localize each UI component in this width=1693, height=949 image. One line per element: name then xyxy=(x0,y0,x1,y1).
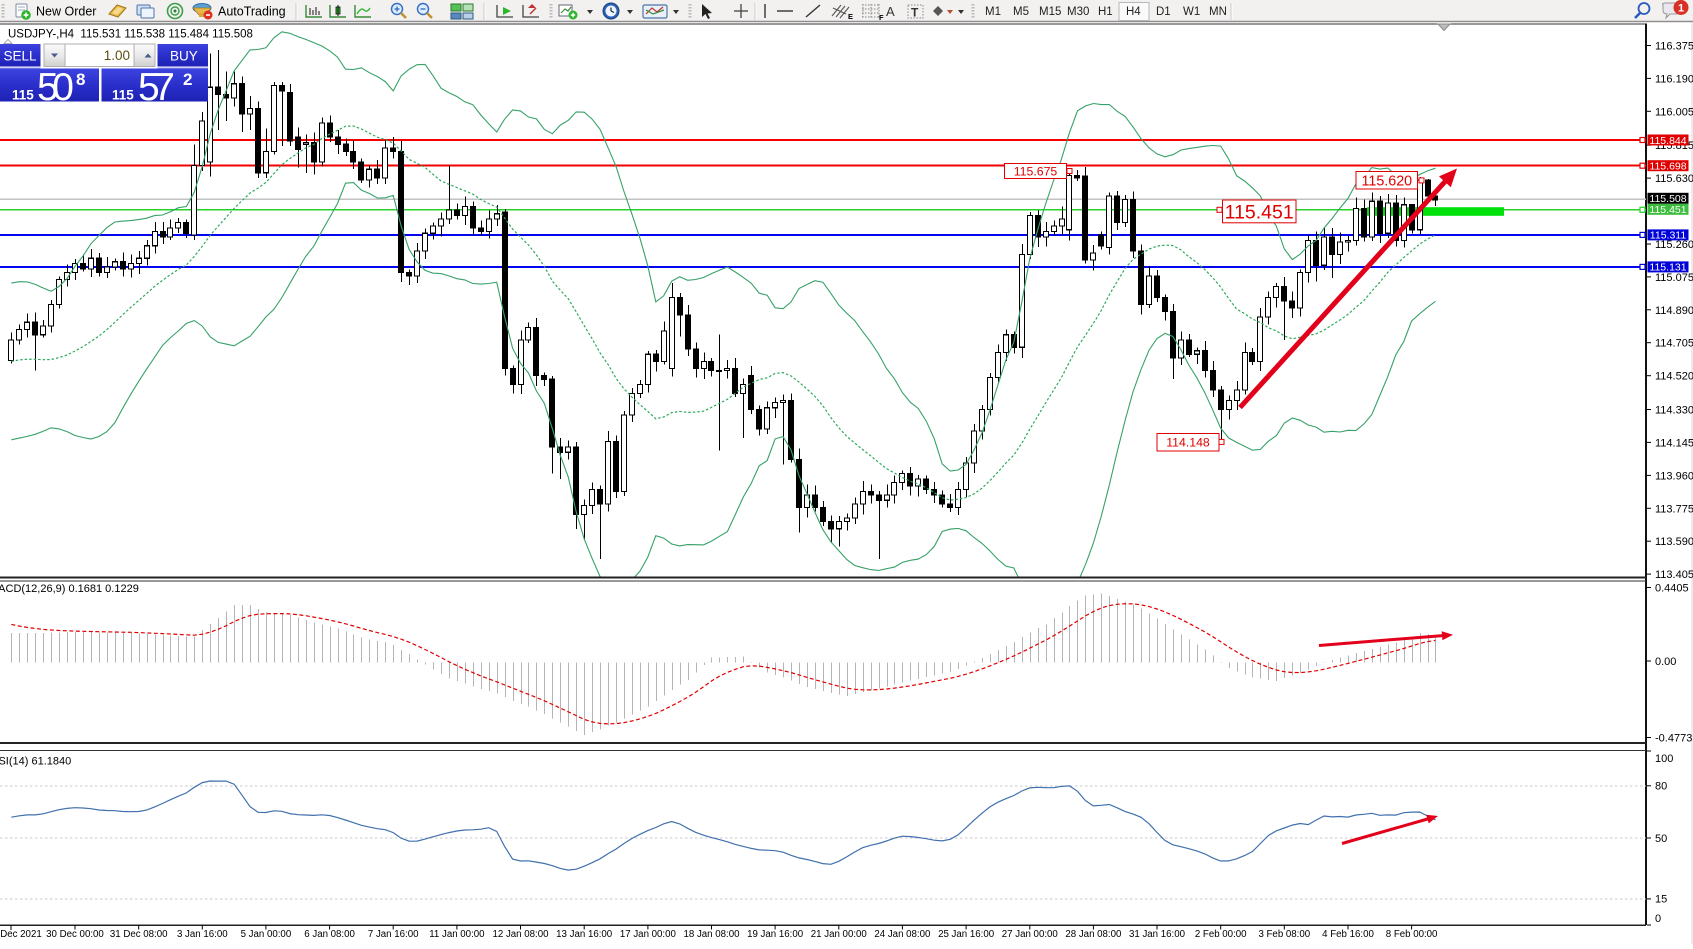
svg-text:100: 100 xyxy=(1655,753,1673,765)
svg-text:115.698: 115.698 xyxy=(1649,161,1686,173)
svg-text:50: 50 xyxy=(37,66,74,109)
svg-text:M1: M1 xyxy=(985,6,1001,18)
svg-text:116.190: 116.190 xyxy=(1655,73,1693,85)
svg-text:Dec 2021: Dec 2021 xyxy=(0,929,41,940)
svg-text:5 Jan 00:00: 5 Jan 00:00 xyxy=(241,929,292,940)
svg-text:114.890: 114.890 xyxy=(1655,305,1693,317)
svg-text:H4: H4 xyxy=(1126,6,1141,18)
svg-text:115.131: 115.131 xyxy=(1649,262,1686,274)
svg-text:1.00: 1.00 xyxy=(104,48,130,63)
svg-text:57: 57 xyxy=(138,66,175,109)
svg-text:19 Jan 16:00: 19 Jan 16:00 xyxy=(747,929,804,940)
svg-text:114.330: 114.330 xyxy=(1655,405,1693,417)
svg-text:113.590: 113.590 xyxy=(1655,536,1693,548)
svg-text:24 Jan 08:00: 24 Jan 08:00 xyxy=(874,929,931,940)
svg-text:F: F xyxy=(879,13,884,22)
svg-text:0.00: 0.00 xyxy=(1655,656,1676,668)
svg-text:15: 15 xyxy=(1655,894,1667,906)
svg-text:E: E xyxy=(848,12,853,21)
svg-text:115.451: 115.451 xyxy=(1225,201,1294,223)
svg-text:13 Jan 16:00: 13 Jan 16:00 xyxy=(556,929,613,940)
svg-text:115.675: 115.675 xyxy=(1014,164,1058,178)
svg-text:115.311: 115.311 xyxy=(1650,230,1687,242)
svg-text:RSI(14) 61.1840: RSI(14) 61.1840 xyxy=(0,756,71,768)
svg-text:BUY: BUY xyxy=(170,49,198,64)
svg-text:3 Jan 16:00: 3 Jan 16:00 xyxy=(177,929,228,940)
svg-text:7 Jan 16:00: 7 Jan 16:00 xyxy=(368,929,419,940)
svg-text:115: 115 xyxy=(112,88,134,103)
svg-text:USDJPY-,H4 115.531 115.538 11: USDJPY-,H4 115.531 115.538 115.484 115.5… xyxy=(8,29,253,41)
svg-text:115.844: 115.844 xyxy=(1649,135,1686,147)
svg-text:21 Jan 00:00: 21 Jan 00:00 xyxy=(811,929,868,940)
svg-text:SELL: SELL xyxy=(4,49,38,64)
svg-text:2: 2 xyxy=(183,70,192,89)
svg-text:115.075: 115.075 xyxy=(1655,272,1693,284)
svg-text:25 Jan 16:00: 25 Jan 16:00 xyxy=(938,929,995,940)
svg-text:114.520: 114.520 xyxy=(1655,371,1693,383)
svg-text:0: 0 xyxy=(1655,913,1661,925)
svg-text:T: T xyxy=(911,6,919,20)
svg-text:M15: M15 xyxy=(1039,6,1061,18)
svg-text:New Order: New Order xyxy=(36,5,96,19)
svg-text:113.775: 113.775 xyxy=(1655,503,1693,515)
svg-text:27 Jan 00:00: 27 Jan 00:00 xyxy=(1002,929,1059,940)
svg-text:12 Jan 08:00: 12 Jan 08:00 xyxy=(492,929,549,940)
svg-text:115.630: 115.630 xyxy=(1655,173,1693,185)
svg-text:30 Dec 00:00: 30 Dec 00:00 xyxy=(46,929,104,940)
svg-text:114.145: 114.145 xyxy=(1655,437,1693,449)
svg-text:50: 50 xyxy=(1655,833,1667,845)
svg-text:115.451: 115.451 xyxy=(1649,204,1686,216)
svg-text:6 Jan 08:00: 6 Jan 08:00 xyxy=(304,929,355,940)
svg-text:31 Jan 16:00: 31 Jan 16:00 xyxy=(1129,929,1186,940)
svg-text:80: 80 xyxy=(1655,781,1667,793)
svg-text:11 Jan 00:00: 11 Jan 00:00 xyxy=(429,929,485,940)
svg-text:MACD(12,26,9) 0.1681 0.1229: MACD(12,26,9) 0.1681 0.1229 xyxy=(0,583,139,595)
svg-text:114.705: 114.705 xyxy=(1655,338,1693,350)
svg-text:18 Jan 08:00: 18 Jan 08:00 xyxy=(683,929,740,940)
svg-text:MN: MN xyxy=(1209,6,1227,18)
svg-text:17 Jan 00:00: 17 Jan 00:00 xyxy=(620,929,677,940)
svg-text:113.960: 113.960 xyxy=(1655,470,1693,482)
svg-text:8: 8 xyxy=(76,70,85,89)
svg-text:116.005: 116.005 xyxy=(1655,106,1693,118)
svg-text:M5: M5 xyxy=(1013,6,1029,18)
svg-text:115.508: 115.508 xyxy=(1649,193,1686,205)
svg-text:2 Feb 00:00: 2 Feb 00:00 xyxy=(1195,929,1247,940)
svg-text:W1: W1 xyxy=(1183,6,1200,18)
svg-text:115.260: 115.260 xyxy=(1655,239,1693,251)
svg-text:8 Feb 00:00: 8 Feb 00:00 xyxy=(1386,929,1438,940)
svg-text:A: A xyxy=(886,4,895,19)
svg-text:-0.4773: -0.4773 xyxy=(1655,732,1692,744)
svg-text:3 Feb 08:00: 3 Feb 08:00 xyxy=(1258,929,1310,940)
svg-text:31 Dec 08:00: 31 Dec 08:00 xyxy=(110,929,168,940)
svg-text:4 Feb 16:00: 4 Feb 16:00 xyxy=(1322,929,1374,940)
svg-text:1: 1 xyxy=(1678,3,1684,15)
svg-text:115: 115 xyxy=(12,88,34,103)
svg-text:M30: M30 xyxy=(1067,6,1089,18)
svg-text:28 Jan 08:00: 28 Jan 08:00 xyxy=(1065,929,1122,940)
svg-text:114.148: 114.148 xyxy=(1166,436,1210,450)
svg-text:AutoTrading: AutoTrading xyxy=(218,5,286,19)
svg-text:0.4405: 0.4405 xyxy=(1655,582,1689,594)
svg-text:D1: D1 xyxy=(1156,6,1171,18)
svg-text:115.620: 115.620 xyxy=(1361,173,1412,189)
svg-text:116.375: 116.375 xyxy=(1655,41,1693,53)
svg-text:H1: H1 xyxy=(1098,6,1113,18)
svg-text:113.405: 113.405 xyxy=(1655,569,1693,581)
